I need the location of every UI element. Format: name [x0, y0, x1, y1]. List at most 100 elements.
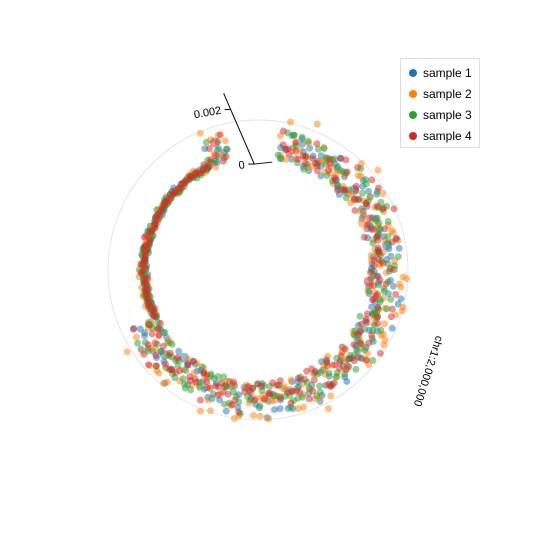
data-point-sample-4	[325, 166, 333, 174]
data-point-sample-3	[320, 145, 328, 152]
data-point-sample-4	[144, 274, 152, 282]
data-point-sample-4	[323, 356, 330, 364]
data-point-sample-4	[251, 396, 259, 404]
data-point-sample-4	[376, 349, 384, 357]
data-point-sample-4	[161, 360, 169, 368]
data-point-sample-4	[332, 176, 339, 184]
data-point-sample-4	[374, 320, 382, 327]
data-point-sample-2	[197, 407, 204, 415]
data-point-sample-4	[374, 312, 382, 320]
data-point-sample-3	[313, 392, 321, 400]
data-point-sample-4	[365, 339, 373, 347]
data-point-sample-1	[343, 378, 351, 385]
data-point-sample-4	[352, 186, 360, 194]
data-point-sample-4	[241, 388, 249, 396]
data-point-sample-3	[196, 383, 203, 391]
data-point-sample-3	[383, 305, 391, 313]
data-point-sample-4	[313, 162, 321, 170]
data-point-sample-4	[205, 163, 213, 171]
data-point-sample-2	[381, 320, 388, 328]
data-point-sample-2	[268, 397, 275, 405]
data-point-sample-3	[304, 137, 312, 145]
grid-circle	[107, 119, 409, 421]
data-point-sample-2	[360, 211, 368, 219]
data-point-sample-4	[325, 380, 333, 388]
data-point-sample-4	[152, 351, 160, 359]
data-point-sample-4	[152, 362, 160, 370]
data-point-sample-4	[334, 186, 342, 194]
data-point-sample-4	[230, 378, 238, 386]
data-point-sample-4	[363, 310, 371, 318]
data-point-sample-4	[310, 376, 318, 384]
data-point-sample-1	[299, 140, 306, 148]
angular-tick-label: chr1:2,000,000	[411, 334, 445, 408]
data-point-sample-4	[354, 164, 362, 172]
data-point-sample-4	[279, 127, 287, 135]
data-point-sample-4	[221, 382, 229, 390]
legend-swatch-icon	[409, 111, 417, 119]
legend-item-sample-2[interactable]: sample 2	[409, 86, 472, 102]
data-point-sample-3	[332, 373, 340, 381]
data-point-sample-4	[356, 339, 364, 347]
data-point-sample-4	[294, 374, 302, 382]
data-point-sample-3	[387, 295, 395, 303]
data-point-sample-3	[384, 232, 392, 240]
data-point-sample-1	[389, 282, 397, 290]
data-point-sample-3	[384, 218, 392, 225]
data-point-sample-4	[284, 389, 292, 397]
data-point-sample-3	[369, 309, 376, 317]
data-point-sample-3	[256, 402, 264, 410]
data-point-sample-2	[282, 155, 290, 163]
data-point-sample-1	[368, 303, 376, 311]
legend-item-sample-3[interactable]: sample 3	[409, 107, 472, 123]
legend: sample 1 sample 2 sample 3 sample 4	[400, 58, 480, 148]
data-point-sample-4	[386, 265, 394, 272]
data-point-sample-4	[368, 331, 376, 339]
data-point-sample-3	[365, 287, 373, 295]
data-point-sample-4	[151, 339, 159, 347]
data-point-sample-2	[377, 331, 385, 339]
data-point-sample-4	[129, 325, 137, 333]
data-point-sample-4	[370, 256, 378, 264]
data-point-sample-4	[159, 342, 167, 350]
data-point-sample-4	[155, 331, 163, 339]
data-point-sample-4	[276, 377, 284, 385]
legend-swatch-icon	[409, 132, 417, 140]
data-point-sample-4	[212, 382, 220, 390]
data-points	[123, 118, 411, 423]
data-point-sample-3	[276, 155, 284, 162]
data-point-sample-4	[343, 168, 351, 176]
legend-item-sample-1[interactable]: sample 1	[409, 65, 472, 81]
data-point-sample-4	[388, 238, 396, 246]
data-point-sample-4	[140, 350, 148, 358]
data-point-sample-4	[369, 296, 376, 304]
data-point-sample-4	[145, 321, 153, 329]
data-point-sample-2	[295, 405, 303, 412]
data-point-sample-2	[265, 415, 273, 423]
data-point-sample-3	[376, 298, 384, 306]
data-point-sample-3	[369, 356, 377, 364]
data-point-sample-4	[324, 362, 331, 370]
data-point-sample-3	[223, 146, 231, 153]
data-point-sample-1	[388, 324, 396, 332]
data-point-sample-2	[327, 392, 335, 400]
data-point-sample-4	[219, 388, 227, 396]
data-point-sample-4	[254, 380, 262, 388]
legend-item-sample-4[interactable]: sample 4	[409, 128, 472, 144]
data-point-sample-4	[355, 195, 363, 203]
data-point-sample-4	[189, 357, 197, 365]
data-point-sample-3	[202, 138, 210, 146]
data-point-sample-4	[382, 280, 390, 288]
data-point-sample-1	[136, 325, 144, 333]
radial-axis-line	[223, 93, 255, 165]
data-point-sample-4	[285, 150, 293, 158]
data-point-sample-4	[305, 395, 313, 403]
data-point-sample-3	[342, 194, 350, 202]
legend-swatch-icon	[409, 69, 417, 77]
data-point-sample-4	[360, 233, 368, 241]
data-point-sample-1	[175, 347, 183, 355]
data-point-sample-3	[362, 180, 370, 188]
data-point-sample-4	[363, 319, 371, 327]
data-point-sample-3	[380, 287, 388, 295]
